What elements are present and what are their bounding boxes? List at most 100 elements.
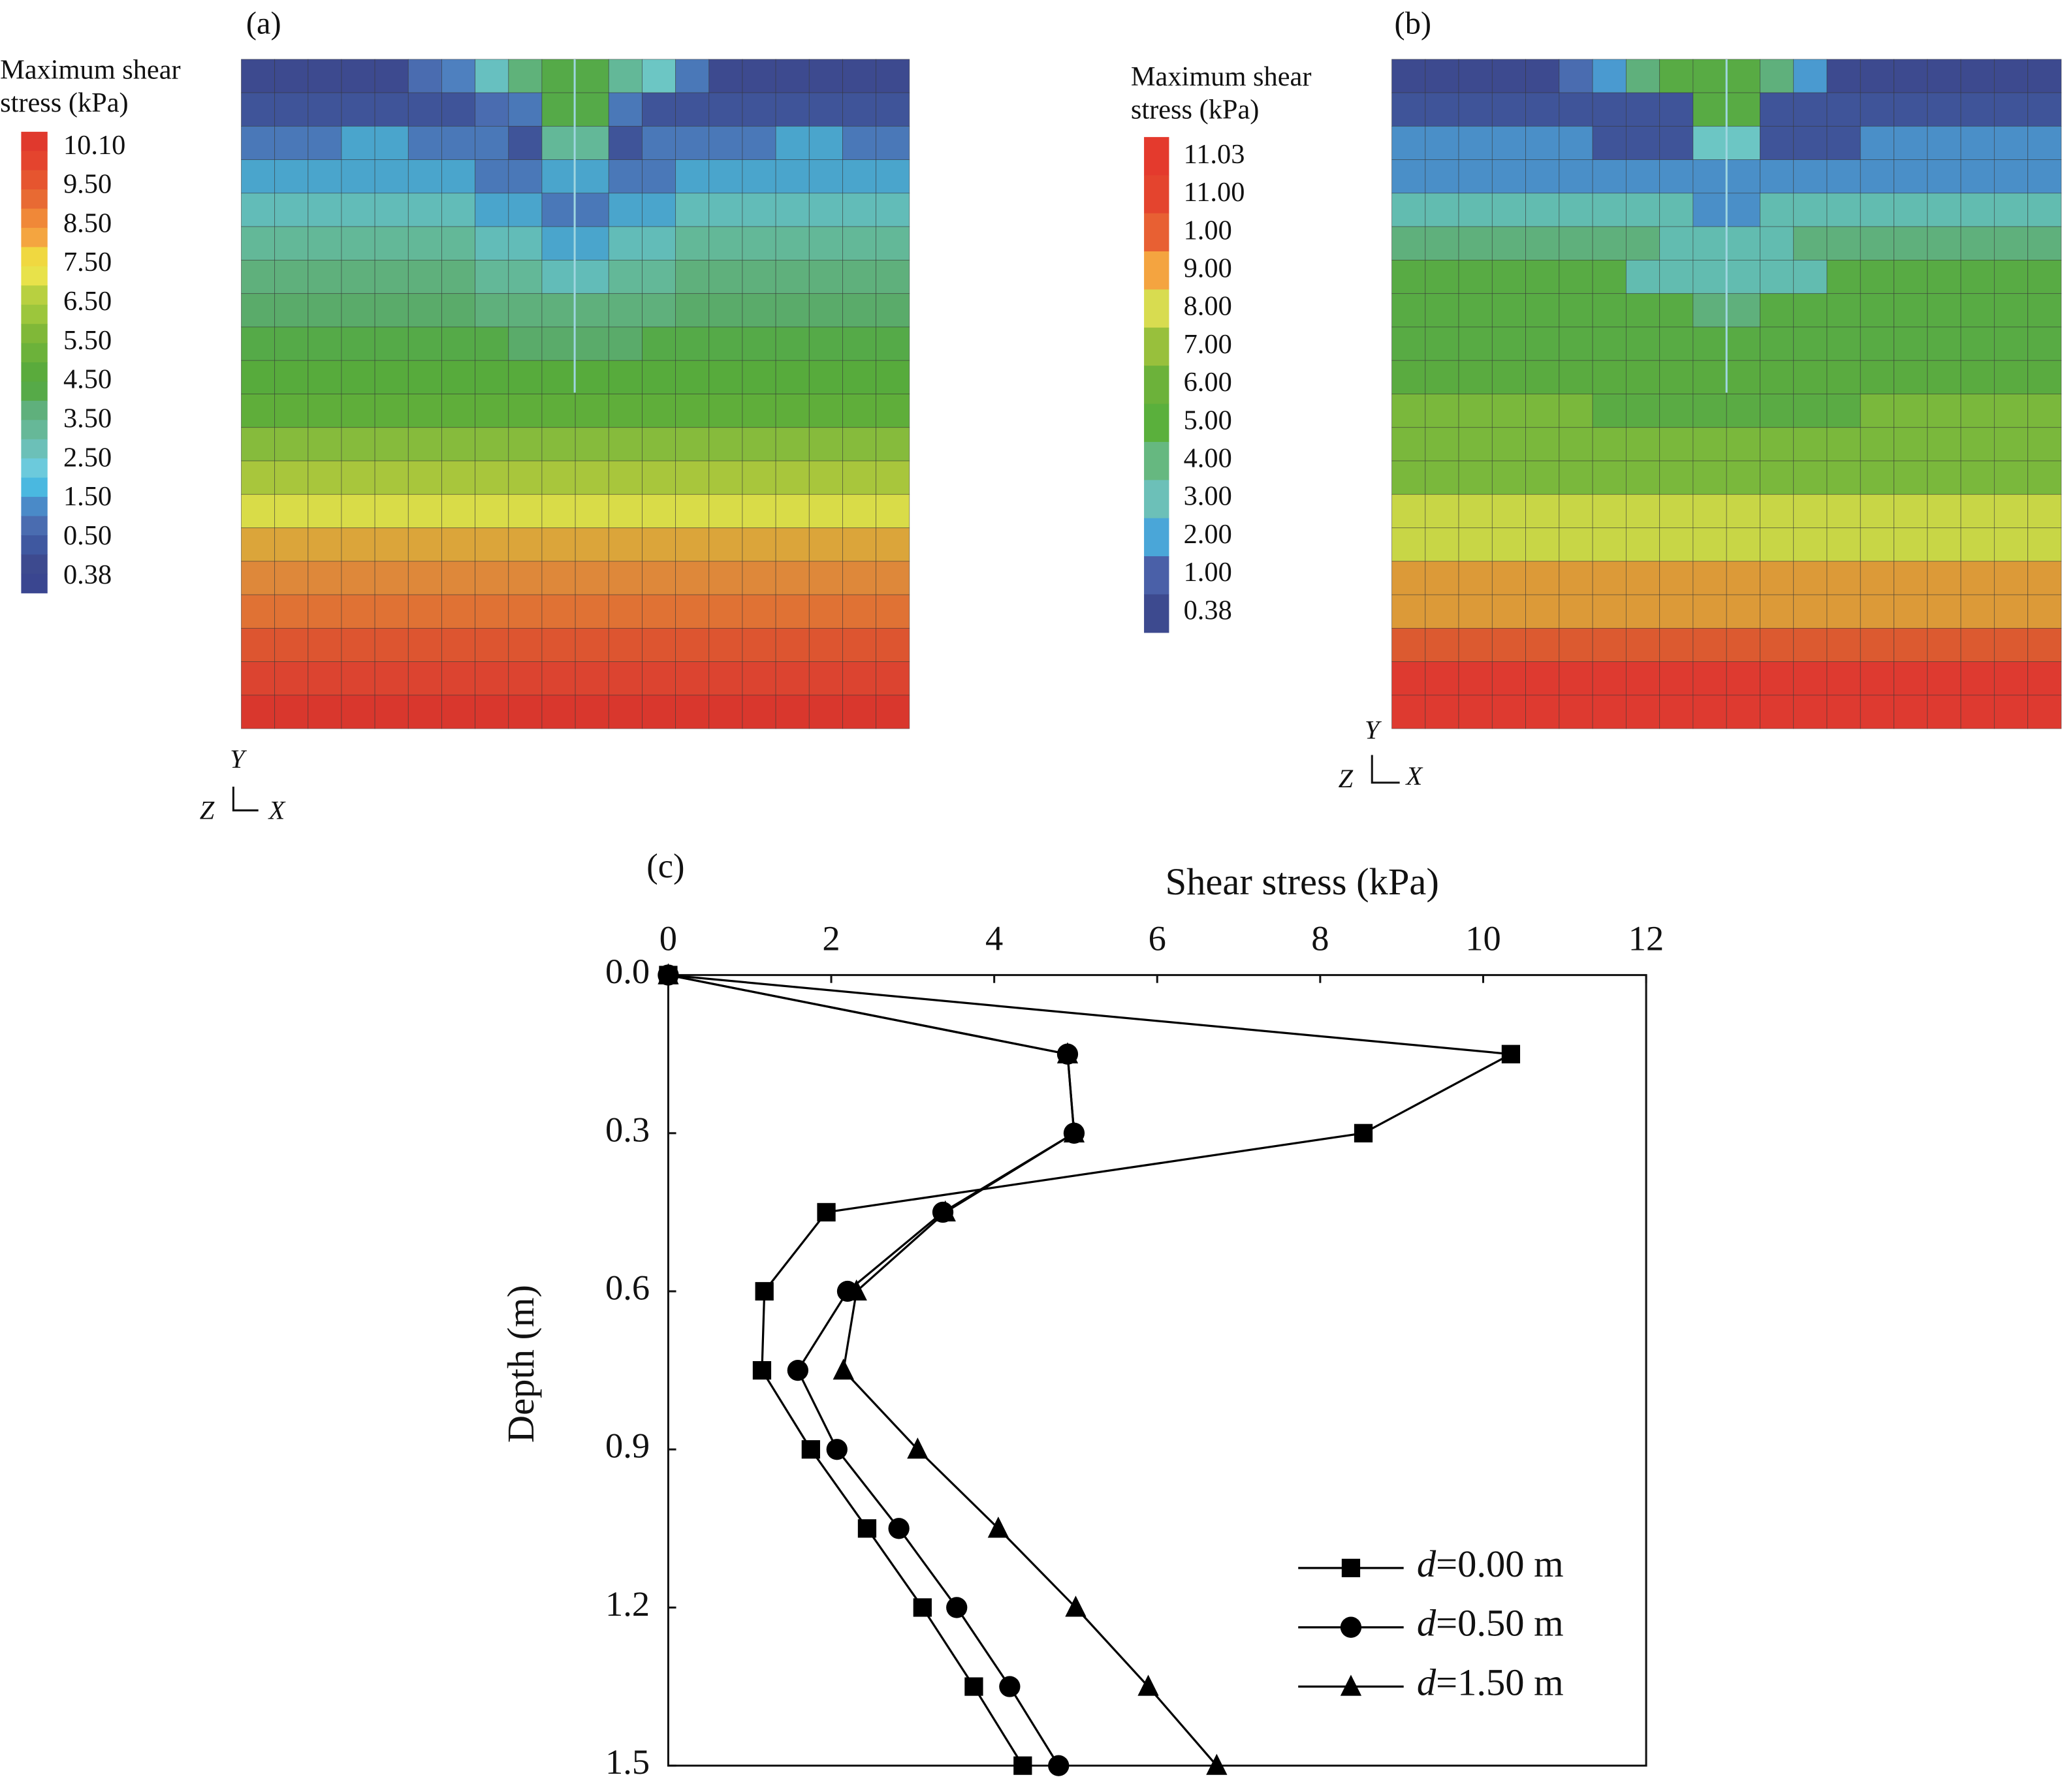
mesh-cell	[1726, 427, 1760, 462]
mesh-cell	[1793, 92, 1828, 127]
mesh-cell	[1826, 226, 1861, 260]
colorbar-segment	[21, 573, 48, 593]
mesh-cell	[475, 193, 509, 227]
mesh-cell	[1491, 159, 1526, 194]
mesh-cell	[775, 527, 810, 562]
axis-triad	[1371, 755, 1400, 784]
mesh-cell	[1391, 159, 1426, 194]
mesh-cell	[775, 627, 810, 663]
mesh-cell	[575, 326, 609, 361]
mesh-cell	[1860, 193, 1894, 227]
mesh-cell	[1960, 159, 1995, 194]
mesh-cell	[2027, 460, 2062, 495]
mesh-cell	[274, 427, 309, 462]
mesh-cell	[1894, 527, 1928, 562]
mesh-cell	[1894, 92, 1928, 127]
mesh-cell	[742, 594, 776, 629]
mesh-cell	[1625, 527, 1660, 562]
mesh-cell	[2027, 594, 2062, 629]
mesh-cell	[1960, 427, 1995, 462]
mesh-cell	[1760, 92, 1794, 127]
mesh-cell	[1391, 561, 1426, 595]
mesh-cell	[775, 226, 810, 260]
mesh-cell	[1860, 260, 1894, 294]
colorbar-label: 11.03	[1184, 139, 1245, 170]
legend-label: d=1.50 m	[1417, 1661, 1564, 1704]
mesh-cell	[1860, 561, 1894, 595]
mesh-cell	[2027, 193, 2062, 227]
panel-label: (c)	[646, 847, 684, 885]
mesh-cell	[1860, 460, 1894, 495]
mesh-cell	[575, 661, 609, 696]
mesh-cell	[1960, 293, 1995, 328]
mesh-cell	[1760, 427, 1794, 462]
mesh-cell	[1391, 293, 1426, 328]
mesh-cell	[775, 260, 810, 294]
mesh-cell	[708, 460, 743, 495]
mesh-cell	[274, 360, 309, 394]
mesh-cell	[1993, 360, 2028, 394]
mesh-cell	[1793, 193, 1828, 227]
marker	[1065, 1596, 1087, 1617]
x-tick-label: 12	[1628, 919, 1664, 958]
mesh-cell	[1960, 394, 1995, 428]
mesh-cell	[1525, 494, 1560, 528]
mesh-cell	[1960, 561, 1995, 595]
axis-label-z: Z	[1339, 764, 1354, 793]
legend-title: stress (kPa)	[1131, 94, 1260, 125]
mesh-cell	[608, 460, 643, 495]
mesh-cell	[575, 92, 609, 127]
x-tick-label: 6	[1149, 919, 1166, 958]
mesh-cell	[1692, 293, 1727, 328]
mesh-cell	[876, 627, 910, 663]
mesh-cell	[1993, 627, 2028, 663]
mesh-cell	[575, 293, 609, 328]
mesh-cell	[374, 460, 409, 495]
legend-title: Maximum shear	[1131, 61, 1312, 92]
mesh-cell	[1894, 394, 1928, 428]
mesh-cell	[1592, 59, 1627, 93]
mesh-cell	[341, 92, 375, 127]
mesh-cell	[374, 226, 409, 260]
mesh-cell	[642, 159, 676, 194]
mesh-cell	[675, 427, 710, 462]
mesh-cell	[642, 561, 676, 595]
mesh-cell	[441, 394, 476, 428]
mesh-cell	[1525, 394, 1560, 428]
mesh-cell	[1960, 326, 1995, 361]
colorbar-label: 3.00	[1184, 481, 1232, 512]
mesh-cell	[808, 260, 843, 294]
mesh-cell	[1391, 695, 1426, 729]
mesh-cell	[1625, 293, 1660, 328]
mesh-cell	[1960, 59, 1995, 93]
mesh-cell	[1793, 695, 1828, 729]
mesh-cell	[1894, 695, 1928, 729]
mesh-cell	[2027, 661, 2062, 696]
mesh-cell	[1993, 394, 2028, 428]
mesh-cell	[1659, 561, 1694, 595]
mesh-cell	[675, 92, 710, 127]
colorbar-label: 4.00	[1184, 443, 1232, 473]
mesh-cell	[475, 561, 509, 595]
mesh-cell	[1860, 527, 1894, 562]
mesh-cell	[1659, 394, 1694, 428]
mesh-cell	[1391, 193, 1426, 227]
mesh-cell	[1592, 394, 1627, 428]
mesh-cell	[1860, 627, 1894, 663]
mesh-cell	[374, 159, 409, 194]
mesh-cell	[575, 627, 609, 663]
legend-marker	[1340, 1674, 1362, 1696]
mesh-cell	[1760, 527, 1794, 562]
colorbar-label: 3.50	[63, 403, 112, 434]
mesh-cell	[2027, 326, 2062, 361]
mesh-cell	[1960, 695, 1995, 729]
mesh-cell	[608, 326, 643, 361]
colorbar-segment	[21, 131, 48, 151]
mesh-cell	[1826, 627, 1861, 663]
mesh-cell	[1860, 326, 1894, 361]
mesh-cell	[274, 193, 309, 227]
marker	[1056, 1042, 1079, 1063]
mesh-cell	[675, 159, 710, 194]
mesh-cell	[374, 360, 409, 394]
mesh-cell	[1425, 561, 1459, 595]
